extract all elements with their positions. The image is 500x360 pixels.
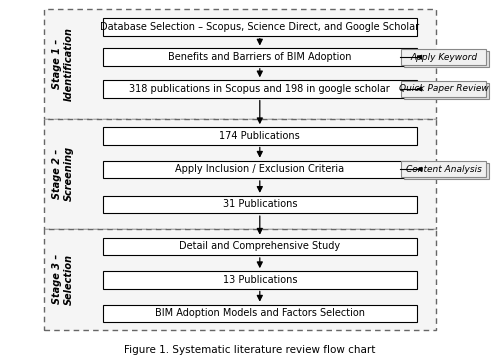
Bar [404,51,490,67]
Bar [103,18,416,36]
Text: 318 publications in Scopus and 198 in google scholar: 318 publications in Scopus and 198 in go… [130,84,390,94]
Text: Apply Inclusion / Exclusion Criteria: Apply Inclusion / Exclusion Criteria [175,164,344,174]
Text: Stage 1 –
Identification: Stage 1 – Identification [52,27,74,101]
Text: 13 Publications: 13 Publications [222,275,297,285]
Bar [103,196,416,213]
Bar [103,49,416,66]
Text: Detail and Comprehensive Study: Detail and Comprehensive Study [179,241,340,251]
Bar [103,127,416,145]
Bar [400,161,486,177]
Bar [103,271,416,288]
Bar [44,9,436,119]
Text: Apply Keyword: Apply Keyword [410,53,477,62]
Bar [103,161,416,178]
Bar [404,83,490,99]
Bar [103,238,416,255]
Bar [103,305,416,322]
Bar [400,49,486,65]
Text: BIM Adoption Models and Factors Selection: BIM Adoption Models and Factors Selectio… [155,308,365,318]
Bar [103,80,416,98]
Text: 31 Publications: 31 Publications [222,199,297,210]
Text: Quick Paper Review: Quick Paper Review [398,85,488,94]
Bar [44,119,436,229]
Bar [44,229,436,330]
Text: Stage 3 –
Selection: Stage 3 – Selection [52,254,74,305]
Bar [400,81,486,97]
Text: Stage 2 –
Screening: Stage 2 – Screening [52,146,74,201]
Text: Figure 1. Systematic literature review flow chart: Figure 1. Systematic literature review f… [124,345,376,355]
Text: 174 Publications: 174 Publications [220,131,300,141]
Text: Database Selection – Scopus, Science Direct, and Google Scholar: Database Selection – Scopus, Science Dir… [100,22,420,32]
Text: Benefits and Barriers of BIM Adoption: Benefits and Barriers of BIM Adoption [168,52,352,62]
Text: Content Analysis: Content Analysis [406,165,481,174]
Bar [404,163,490,179]
